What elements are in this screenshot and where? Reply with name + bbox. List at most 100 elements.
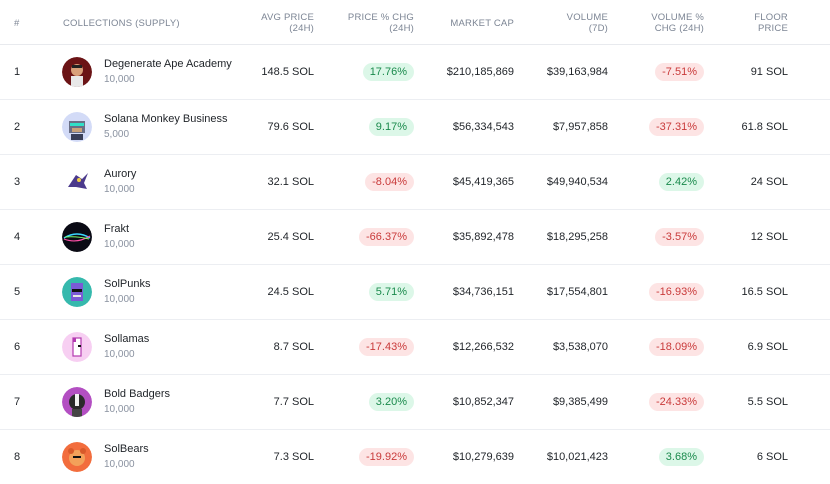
market-cap: $10,852,347 [452,396,514,408]
table-header: # COLLECTIONS (SUPPLY) AVG PRICE (24H) P… [0,0,830,45]
floor-price: 91 SOL [750,66,788,78]
header-avg-price[interactable]: AVG PRICE (24H) [230,12,314,34]
badger-avatar-icon[interactable] [62,387,92,417]
volume-7d: $17,554,801 [546,286,608,298]
row-rank: 7 [14,396,21,408]
table-row[interactable]: 2 Solana Monkey Business 5,000 79.6 SOL 9.17… [0,100,830,155]
ape-avatar-icon[interactable] [62,57,92,87]
table-row[interactable]: 7 Bold Badgers 10,000 7.7 SOL 3.20% $10,852,3… [0,375,830,430]
volume-change-badge: -3.57% [655,228,704,246]
header-floor-line2: PRICE [757,23,788,34]
price-change-badge: 3.20% [368,393,414,411]
header-volume-line2: (7D) [588,23,608,34]
floor-price: 5.5 SOL [747,396,788,408]
table-row[interactable]: 3 Aurory 10,000 32.1 SOL -8.04% $45,419,365 $4… [0,155,830,210]
bear-avatar-icon[interactable] [62,442,92,472]
collection-name[interactable]: Sollamas [104,333,150,345]
header-rank[interactable]: # [14,18,20,29]
row-rank: 6 [14,341,21,353]
solpunk-avatar-icon[interactable] [62,277,92,307]
floor-price: 12 SOL [750,231,788,243]
avg-price: 25.4 SOL [267,231,314,243]
market-cap: $10,279,639 [452,451,514,463]
table-body: 1 Degenerate Ape Academy 10,000 148.5 SOL 17… [0,45,830,484]
avg-price: 8.7 SOL [273,341,314,353]
volume-change-badge: -18.09% [649,338,704,356]
price-change-badge: 5.71% [368,283,414,301]
market-cap: $35,892,478 [452,231,514,243]
volume-change-badge: 2.42% [658,173,704,191]
price-change-badge: -17.43% [359,338,414,356]
volume-change-badge: -7.51% [655,63,704,81]
header-price-chg-line2: (24H) [389,23,414,34]
header-price-chg[interactable]: PRICE % CHG (24H) [330,12,414,34]
llama-avatar-icon[interactable] [62,332,92,362]
price-change-badge: 17.76% [362,63,414,81]
collection-supply: 10,000 [104,239,135,250]
header-market-cap[interactable]: MARKET CAP [450,18,514,29]
header-volume-chg-line1: VOLUME % [651,12,704,23]
collection-name[interactable]: Degenerate Ape Academy [104,58,232,70]
table-row[interactable]: 1 Degenerate Ape Academy 10,000 148.5 SOL 17… [0,45,830,100]
volume-7d: $10,021,423 [546,451,608,463]
row-rank: 2 [14,121,21,133]
volume-7d: $3,538,070 [552,341,608,353]
volume-7d: $7,957,858 [552,121,608,133]
header-volume-line1: VOLUME [566,12,608,23]
collection-name[interactable]: Frakt [104,223,130,235]
row-rank: 5 [14,286,21,298]
avg-price: 32.1 SOL [267,176,314,188]
row-rank: 1 [14,66,21,78]
market-cap: $34,736,151 [452,286,514,298]
floor-price: 16.5 SOL [741,286,788,298]
header-volume[interactable]: VOLUME (7D) [524,12,608,34]
avg-price: 148.5 SOL [261,66,314,78]
table-row[interactable]: 5 SolPunks 10,000 24.5 SOL 5.71% $34,736,151 $… [0,265,830,320]
price-change-badge: -19.92% [359,448,414,466]
table-row[interactable]: 6 Sollamas 10,000 8.7 SOL -17.43% $12,266,532… [0,320,830,375]
floor-price: 61.8 SOL [741,121,788,133]
collection-supply: 10,000 [104,74,135,85]
collection-name[interactable]: SolBears [104,443,149,455]
row-rank: 4 [14,231,21,243]
table-row[interactable]: 4 Frakt 10,000 25.4 SOL -66.37% $35,892,478 $1… [0,210,830,265]
avg-price: 79.6 SOL [267,121,314,133]
avg-price: 24.5 SOL [267,286,314,298]
market-cap: $45,419,365 [452,176,514,188]
aurory-avatar-icon[interactable] [62,167,92,197]
volume-7d: $18,295,258 [546,231,608,243]
header-avg-price-line1: AVG PRICE [261,12,314,23]
collection-supply: 10,000 [104,349,135,360]
market-cap: $56,334,543 [452,121,514,133]
collection-name[interactable]: SolPunks [104,278,151,290]
header-floor-price[interactable]: FLOOR PRICE [710,12,788,34]
market-cap: $210,185,869 [446,66,514,78]
collection-name[interactable]: Solana Monkey Business [104,113,228,125]
volume-change-badge: -37.31% [649,118,704,136]
avg-price: 7.3 SOL [273,451,314,463]
price-change-badge: 9.17% [368,118,414,136]
avg-price: 7.7 SOL [273,396,314,408]
collection-supply: 10,000 [104,459,135,470]
collection-supply: 5,000 [104,129,130,140]
volume-7d: $49,940,534 [546,176,608,188]
table-row[interactable]: 8 SolBears 10,000 7.3 SOL -19.92% $10,279,639… [0,430,830,484]
collection-supply: 10,000 [104,404,135,415]
collection-name[interactable]: Aurory [104,168,137,180]
frakt-avatar-icon[interactable] [62,222,92,252]
header-floor-line1: FLOOR [754,12,788,23]
collection-name[interactable]: Bold Badgers [104,388,171,400]
volume-7d: $9,385,499 [552,396,608,408]
volume-7d: $39,163,984 [546,66,608,78]
market-cap: $12,266,532 [452,341,514,353]
floor-price: 24 SOL [750,176,788,188]
header-volume-chg[interactable]: VOLUME % CHG (24H) [620,12,704,34]
header-collection[interactable]: COLLECTIONS (SUPPLY) [63,18,180,29]
price-change-badge: -8.04% [365,173,414,191]
header-volume-chg-line2: CHG (24H) [654,23,704,34]
header-price-chg-line1: PRICE % CHG [347,12,414,23]
monkey-avatar-icon[interactable] [62,112,92,142]
floor-price: 6 SOL [756,451,788,463]
volume-change-badge: 3.68% [658,448,704,466]
